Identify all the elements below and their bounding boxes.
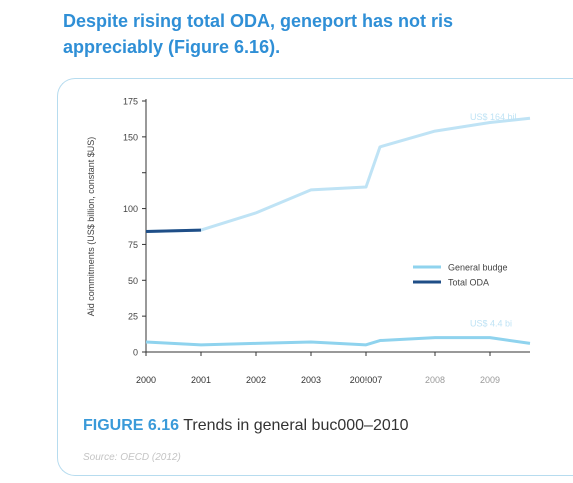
figure-caption: FIGURE 6.16 Trends in general buc000–201… [83, 417, 409, 435]
legend-label: Total ODA [448, 278, 489, 288]
headline: Despite rising total ODA, geneport has n… [63, 8, 573, 60]
y-tick-label: 25 [128, 312, 138, 322]
headline-line-2: appreciably (Figure 6.16). [63, 37, 281, 57]
series-segment-total-oda [145, 228, 202, 234]
x-tick-label: 2003 [301, 375, 321, 385]
y-tick-label: 175 [123, 97, 138, 107]
series-line-general-budge [145, 336, 531, 347]
caption-text: Trends in general buc000–2010 [179, 417, 409, 434]
y-tick-label: 100 [123, 204, 138, 214]
y-tick-label: 75 [128, 240, 138, 250]
y-tick-label: 150 [123, 132, 138, 142]
x-tick-label: 200!007 [350, 375, 383, 385]
y-tick-label: 50 [128, 276, 138, 286]
x-tick-label: 2009 [480, 375, 500, 385]
value-annotation: US$ 164 bil [470, 112, 517, 122]
legend-label: General budge [448, 263, 508, 273]
y-tick-label: 0 [133, 348, 138, 358]
x-tick-label: 2002 [246, 375, 266, 385]
source-note: Source: OECD (2012) [83, 452, 181, 463]
series-line-total-oda [145, 116, 531, 234]
x-tick-label: 2008 [425, 375, 445, 385]
figure-number: FIGURE 6.16 [83, 417, 180, 434]
headline-line-1: Despite rising total ODA, geneport has n… [63, 11, 454, 31]
value-annotation: US$ 4.4 bi [470, 318, 512, 328]
x-tick-label: 2000 [136, 375, 156, 385]
x-tick-label: 2001 [191, 375, 211, 385]
y-axis-label: Aid commitments (US$ billion, constant $… [86, 137, 96, 317]
figure-card [57, 78, 573, 476]
